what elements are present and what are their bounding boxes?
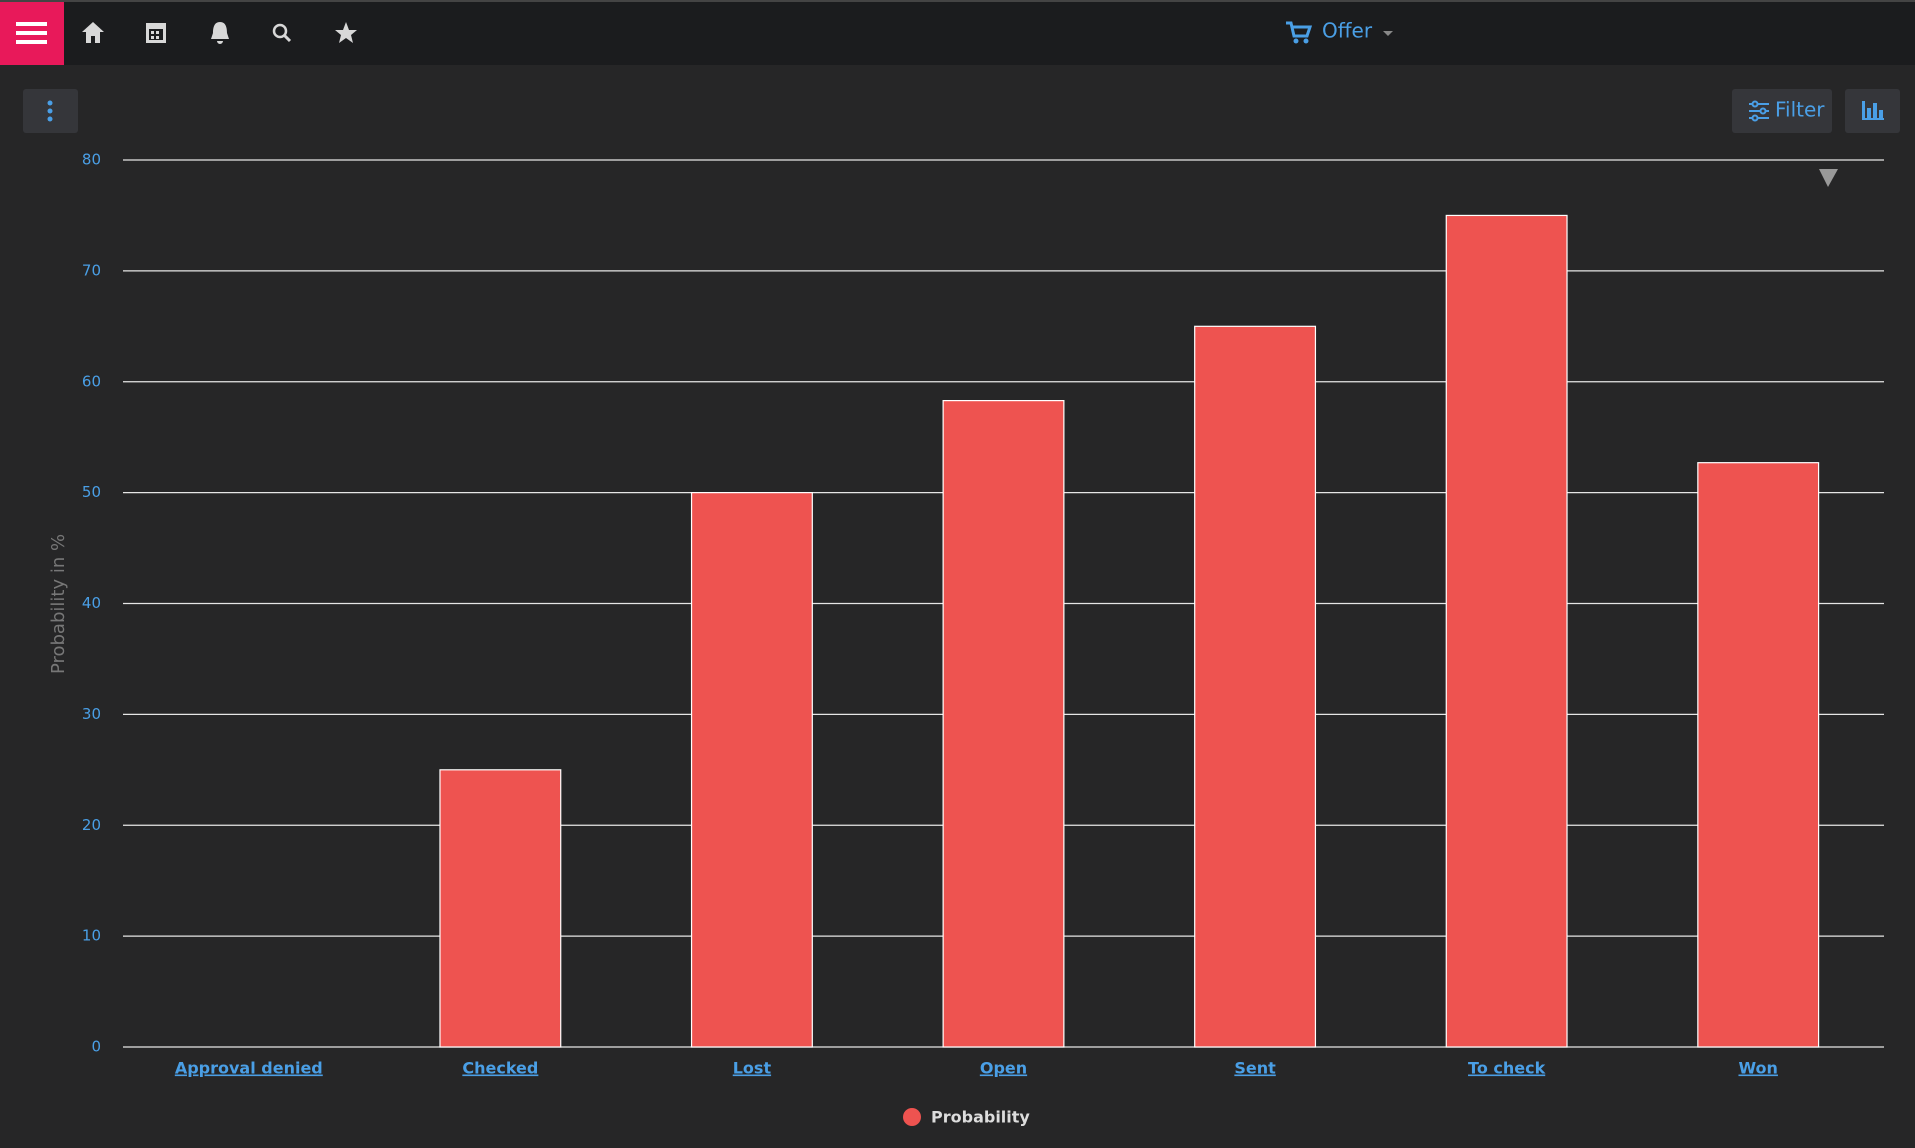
star-icon[interactable] [335,22,357,43]
home-icon[interactable] [82,22,104,43]
filter-button[interactable]: Filter [1732,89,1832,133]
x-tick-label[interactable]: To check [1468,1059,1546,1078]
bar [1194,325,1317,1048]
top-bar [0,0,1915,65]
y-tick-label: 10 [82,927,101,945]
bar [1697,462,1820,1048]
nav-title-text: Offer [1322,19,1373,43]
y-axis-label: Probability in % [48,534,69,674]
x-tick-label[interactable]: Won [1738,1059,1777,1078]
legend-swatch [903,1108,921,1126]
legend-label: Probability [931,1108,1030,1127]
x-tick-label[interactable]: Approval denied [175,1059,323,1078]
legend-item[interactable]: Probability [903,1108,1030,1127]
bar [942,399,1065,1048]
y-tick-label: 20 [82,816,101,834]
bell-icon[interactable] [211,22,229,44]
x-tick-label[interactable]: Checked [462,1059,538,1078]
menu-button[interactable] [0,2,64,65]
options-button[interactable] [23,89,78,133]
y-tick-label: 40 [82,594,101,612]
x-tick-label[interactable]: Sent [1234,1059,1276,1078]
bar [1445,214,1568,1048]
x-tick-label[interactable]: Open [980,1059,1027,1078]
y-tick-label: 60 [82,372,101,390]
bar [690,492,813,1048]
scroll-marker [1819,169,1838,187]
plot: Approval denied Checked Lost Open Sent To che… [175,214,1820,1078]
top-border [0,0,1915,2]
x-tick-label[interactable]: Lost [733,1059,772,1078]
filter-label: Filter [1775,98,1825,122]
y-tick-label: 70 [82,261,101,279]
search-icon[interactable] [272,23,292,43]
chart-type-button[interactable] [1845,89,1900,133]
y-tick-label: 80 [82,151,101,169]
nav-title[interactable]: Offer [1286,19,1393,44]
y-tick-label: 0 [91,1038,101,1056]
calendar-icon[interactable] [146,23,166,43]
y-tick-label: 30 [82,705,101,723]
bar [439,769,562,1048]
y-tick-label: 50 [82,483,101,501]
